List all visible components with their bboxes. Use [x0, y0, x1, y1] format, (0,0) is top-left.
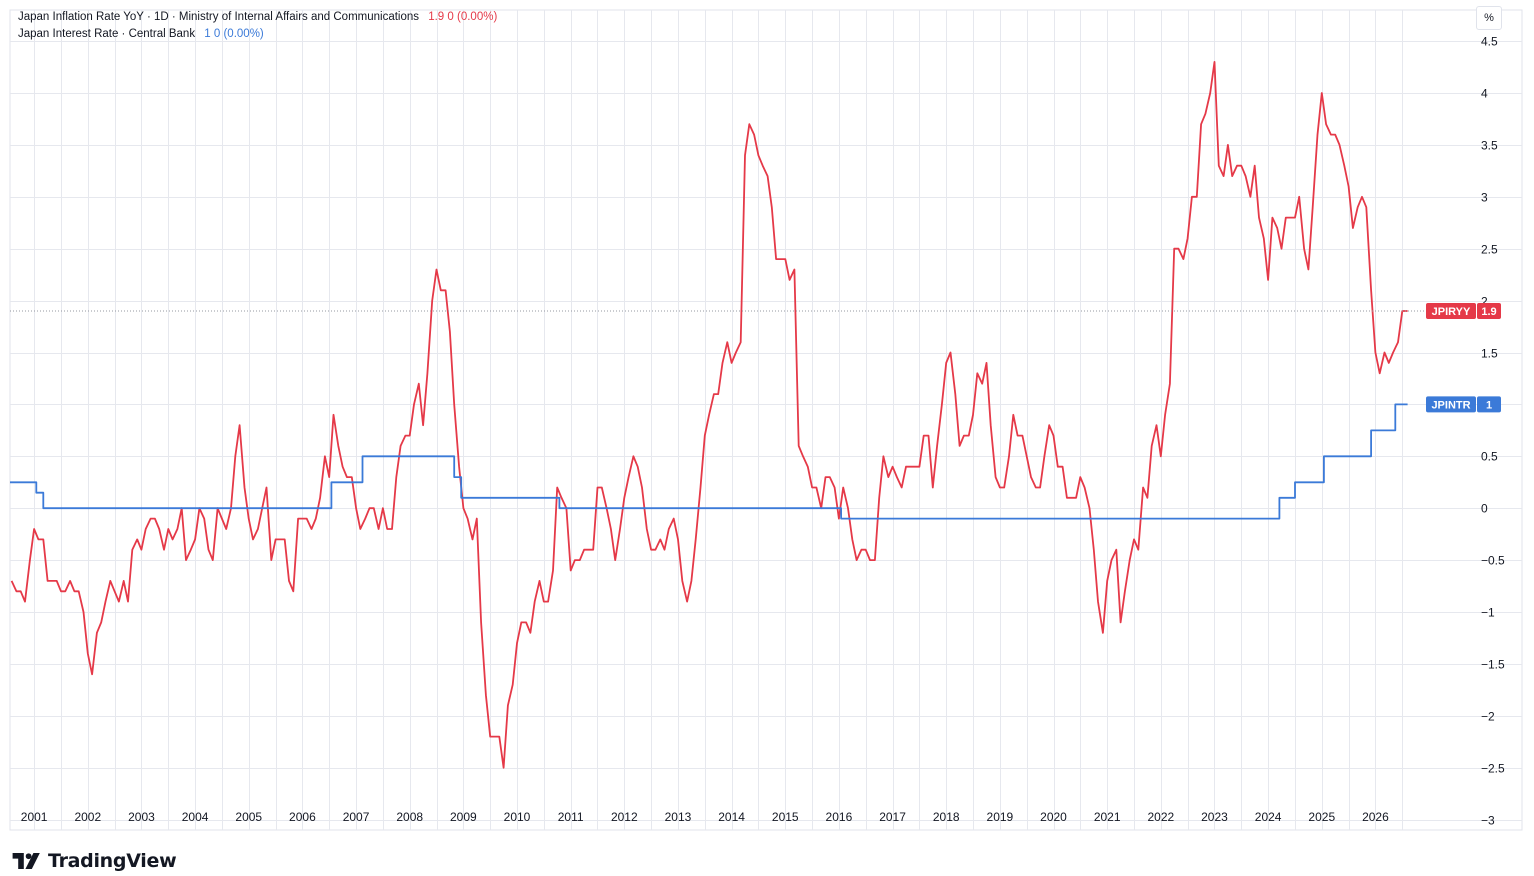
badge-name: JPIRYY	[1432, 306, 1471, 318]
tradingview-logo-icon	[12, 853, 40, 869]
legend-series-name: Japan Interest Rate · Central Bank	[18, 28, 196, 40]
y-tick-label: 4.5	[1481, 35, 1498, 49]
x-tick-label: 2009	[450, 810, 477, 824]
y-tick-label: 4	[1481, 87, 1488, 101]
x-tick-label: 2007	[343, 810, 370, 824]
x-tick-label: 2004	[182, 810, 209, 824]
chart-grid	[9, 9, 1523, 831]
x-tick-label: 2008	[396, 810, 423, 824]
legend-series-value: 1.9	[428, 11, 445, 23]
x-axis: 2001 2002 2003 2004 2005 2006 2007 2008 2009 2010…	[21, 810, 1389, 824]
series-line-inflation	[10, 61, 1408, 769]
chart-legend: Japan Inflation Rate YoY · 1D · Ministry…	[18, 9, 497, 43]
x-tick-label: 2022	[1147, 810, 1174, 824]
plot-frame	[9, 9, 1523, 831]
x-tick-label: 2021	[1094, 810, 1121, 824]
y-tick-label: −0.5	[1481, 554, 1505, 568]
y-tick-label: 0.5	[1481, 450, 1498, 464]
x-tick-label: 2014	[718, 810, 745, 824]
x-tick-label: 2001	[21, 810, 48, 824]
badge-name-bg	[1426, 396, 1476, 413]
x-tick-label: 2016	[826, 810, 853, 824]
x-tick-label: 2019	[987, 810, 1014, 824]
x-tick-label: 2024	[1255, 810, 1282, 824]
x-tick-label: 2015	[772, 810, 799, 824]
y-tick-label: 3.5	[1481, 139, 1498, 153]
badge-value-bg	[1477, 396, 1501, 413]
x-tick-label: 2012	[611, 810, 638, 824]
x-tick-label: 2005	[235, 810, 262, 824]
legend-row-interest[interactable]: Japan Interest Rate · Central Bank 1 0 (…	[18, 26, 497, 43]
price-badge-jpiryy: JPIRYY 1.9	[1426, 303, 1501, 320]
axis-unit-button[interactable]: %	[1476, 6, 1502, 30]
y-tick-label: −2	[1481, 710, 1495, 724]
badge-name: JPINTR	[1431, 399, 1470, 411]
y-tick-label: −1	[1481, 606, 1495, 620]
y-tick-label: 1.5	[1481, 347, 1498, 361]
series-line-interest	[10, 403, 1408, 520]
brand-name: TradingView	[48, 850, 177, 872]
x-tick-label: 2003	[128, 810, 155, 824]
x-tick-label: 2026	[1362, 810, 1389, 824]
legend-series-name: Japan Inflation Rate YoY · 1D · Ministry…	[18, 11, 420, 23]
x-tick-label: 2018	[933, 810, 960, 824]
x-tick-label: 2010	[504, 810, 531, 824]
x-tick-label: 2002	[74, 810, 101, 824]
badge-value-bg	[1477, 303, 1501, 320]
y-tick-label: 0	[1481, 502, 1488, 516]
y-tick-label: −3	[1481, 814, 1495, 828]
y-axis: 4.5 4 3.5 3 2.5 2 1.5 1 0.5 0 −0.5 −1 −1.5 −2 −2.5 −3	[1481, 35, 1505, 828]
y-tick-label: 2.5	[1481, 243, 1498, 257]
y-tick-label: −2.5	[1481, 762, 1505, 776]
legend-series-value: 1	[204, 28, 211, 40]
price-badge-jpintr: JPINTR 1	[1426, 396, 1501, 413]
x-tick-label: 2011	[558, 810, 584, 824]
price-badges: JPIRYY 1.9 JPINTR 1	[1426, 303, 1501, 413]
chart-series	[10, 61, 1424, 769]
tradingview-logo: TradingView	[12, 849, 177, 873]
legend-row-inflation[interactable]: Japan Inflation Rate YoY · 1D · Ministry…	[18, 9, 497, 26]
y-tick-label: 3	[1481, 191, 1488, 205]
x-tick-label: 2020	[1040, 810, 1067, 824]
x-tick-label: 2025	[1308, 810, 1335, 824]
x-tick-label: 2013	[665, 810, 692, 824]
y-tick-label: −1.5	[1481, 658, 1505, 672]
x-tick-label: 2017	[879, 810, 906, 824]
legend-series-change: 0 (0.00%)	[213, 28, 264, 40]
badge-name-bg	[1426, 303, 1476, 320]
y-tick-label: 2	[1481, 295, 1488, 309]
badge-value: 1	[1486, 399, 1492, 411]
x-tick-label: 2006	[289, 810, 316, 824]
badge-value: 1.9	[1481, 306, 1496, 318]
x-tick-label: 2023	[1201, 810, 1228, 824]
legend-series-change: 0 (0.00%)	[447, 11, 498, 23]
